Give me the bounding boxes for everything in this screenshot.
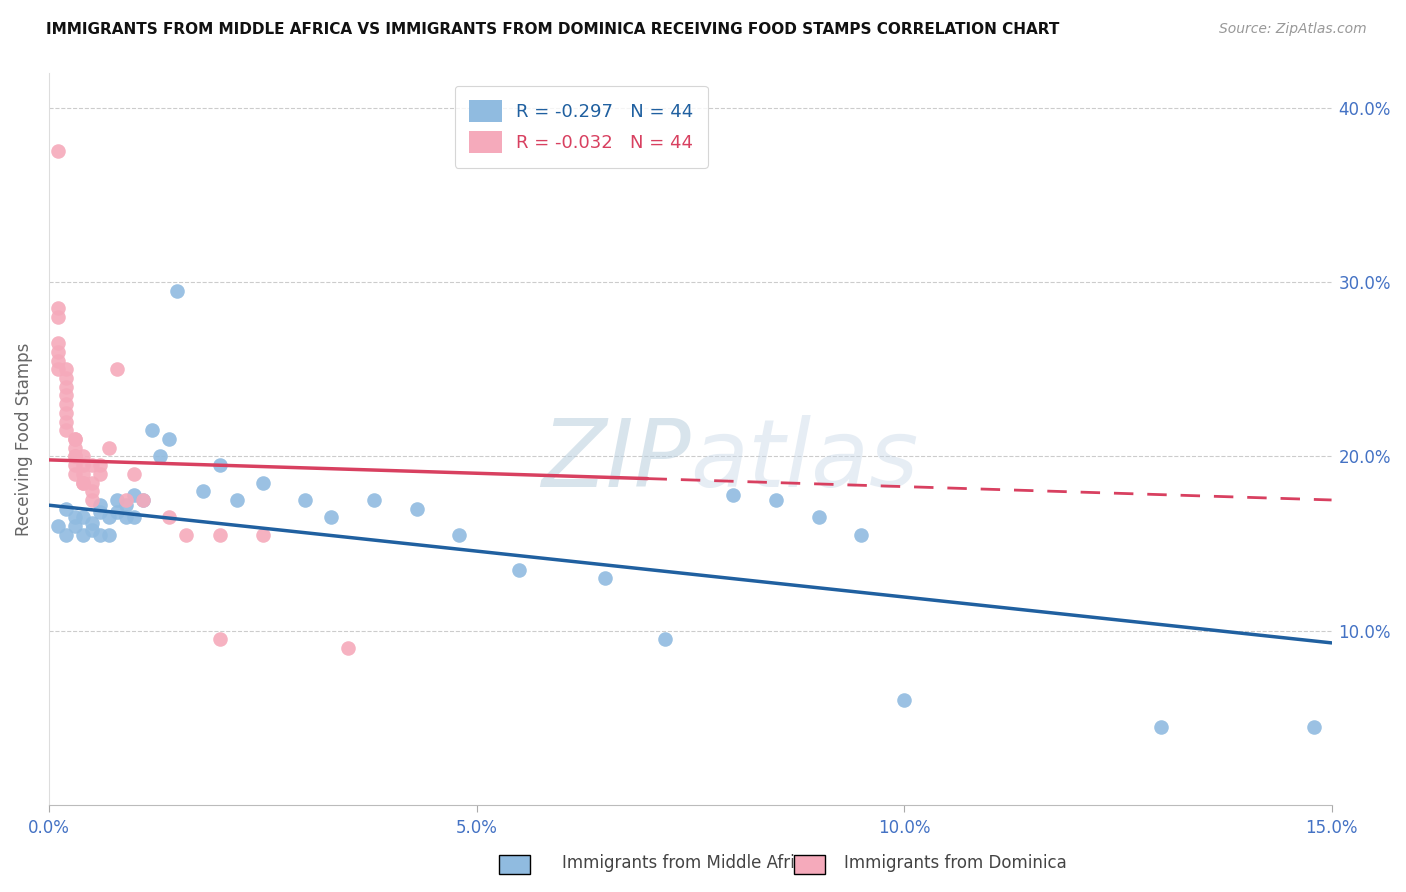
Point xyxy=(80,475,103,490)
Point xyxy=(55,501,77,516)
Point xyxy=(46,310,69,324)
Point xyxy=(46,301,69,316)
Point xyxy=(508,563,530,577)
Point xyxy=(157,510,180,524)
Point xyxy=(55,415,77,429)
Point xyxy=(1149,720,1171,734)
Point xyxy=(55,528,77,542)
Legend: R = -0.297   N = 44, R = -0.032   N = 44: R = -0.297 N = 44, R = -0.032 N = 44 xyxy=(454,86,707,168)
Text: Source: ZipAtlas.com: Source: ZipAtlas.com xyxy=(1219,22,1367,37)
Point xyxy=(149,450,172,464)
Point xyxy=(80,516,103,530)
Point xyxy=(105,505,128,519)
Point xyxy=(294,493,316,508)
Point xyxy=(72,450,94,464)
Point xyxy=(72,458,94,472)
Point xyxy=(115,510,138,524)
Point xyxy=(337,641,360,656)
Point xyxy=(141,423,163,437)
Point xyxy=(80,523,103,537)
Point xyxy=(55,406,77,420)
Point xyxy=(132,493,155,508)
Point xyxy=(63,450,86,464)
Point xyxy=(72,467,94,481)
Point xyxy=(191,484,214,499)
Point xyxy=(46,336,69,351)
Point xyxy=(97,510,120,524)
Point xyxy=(55,371,77,385)
Point xyxy=(46,145,69,159)
Point xyxy=(63,510,86,524)
Point xyxy=(226,493,249,508)
Point xyxy=(46,362,69,376)
Point xyxy=(157,432,180,446)
Point xyxy=(89,528,111,542)
Point xyxy=(89,498,111,512)
Point xyxy=(72,475,94,490)
Point xyxy=(124,510,146,524)
Point xyxy=(115,493,138,508)
Point xyxy=(72,475,94,490)
Text: atlas: atlas xyxy=(690,416,918,507)
Y-axis label: Receiving Food Stamps: Receiving Food Stamps xyxy=(15,343,32,536)
Point xyxy=(124,488,146,502)
Point xyxy=(63,450,86,464)
Text: IMMIGRANTS FROM MIDDLE AFRICA VS IMMIGRANTS FROM DOMINICA RECEIVING FOOD STAMPS : IMMIGRANTS FROM MIDDLE AFRICA VS IMMIGRA… xyxy=(46,22,1060,37)
Point xyxy=(89,505,111,519)
Point xyxy=(721,488,744,502)
Point xyxy=(46,519,69,533)
Point xyxy=(166,284,188,298)
Text: ZIP: ZIP xyxy=(541,416,690,507)
Point xyxy=(46,344,69,359)
Point xyxy=(55,397,77,411)
Point xyxy=(252,475,274,490)
Point xyxy=(208,632,231,647)
Point xyxy=(807,510,830,524)
Point xyxy=(405,501,427,516)
Point xyxy=(132,493,155,508)
Point xyxy=(893,693,915,707)
Point xyxy=(208,458,231,472)
Point xyxy=(63,432,86,446)
Point xyxy=(80,493,103,508)
Point xyxy=(105,362,128,376)
Point xyxy=(765,493,787,508)
Point xyxy=(55,380,77,394)
Point xyxy=(593,571,616,585)
Point xyxy=(89,467,111,481)
Text: Immigrants from Middle Africa: Immigrants from Middle Africa xyxy=(562,855,814,872)
Point xyxy=(449,528,471,542)
Point xyxy=(55,362,77,376)
Point xyxy=(115,498,138,512)
Point xyxy=(63,441,86,455)
Point xyxy=(55,423,77,437)
Point xyxy=(1303,720,1326,734)
Point xyxy=(63,467,86,481)
Point xyxy=(89,458,111,472)
Point xyxy=(208,528,231,542)
Point xyxy=(124,467,146,481)
Point xyxy=(63,458,86,472)
Point xyxy=(363,493,385,508)
Point xyxy=(105,493,128,508)
Point xyxy=(97,441,120,455)
Point xyxy=(72,528,94,542)
Point xyxy=(80,458,103,472)
Point xyxy=(97,528,120,542)
Point xyxy=(72,510,94,524)
Point xyxy=(851,528,873,542)
Point xyxy=(321,510,343,524)
Point xyxy=(174,528,197,542)
Text: Immigrants from Dominica: Immigrants from Dominica xyxy=(844,855,1066,872)
Point xyxy=(80,484,103,499)
Point xyxy=(63,519,86,533)
Point xyxy=(252,528,274,542)
Point xyxy=(654,632,676,647)
Point xyxy=(63,432,86,446)
Point xyxy=(55,388,77,402)
Point xyxy=(46,353,69,368)
